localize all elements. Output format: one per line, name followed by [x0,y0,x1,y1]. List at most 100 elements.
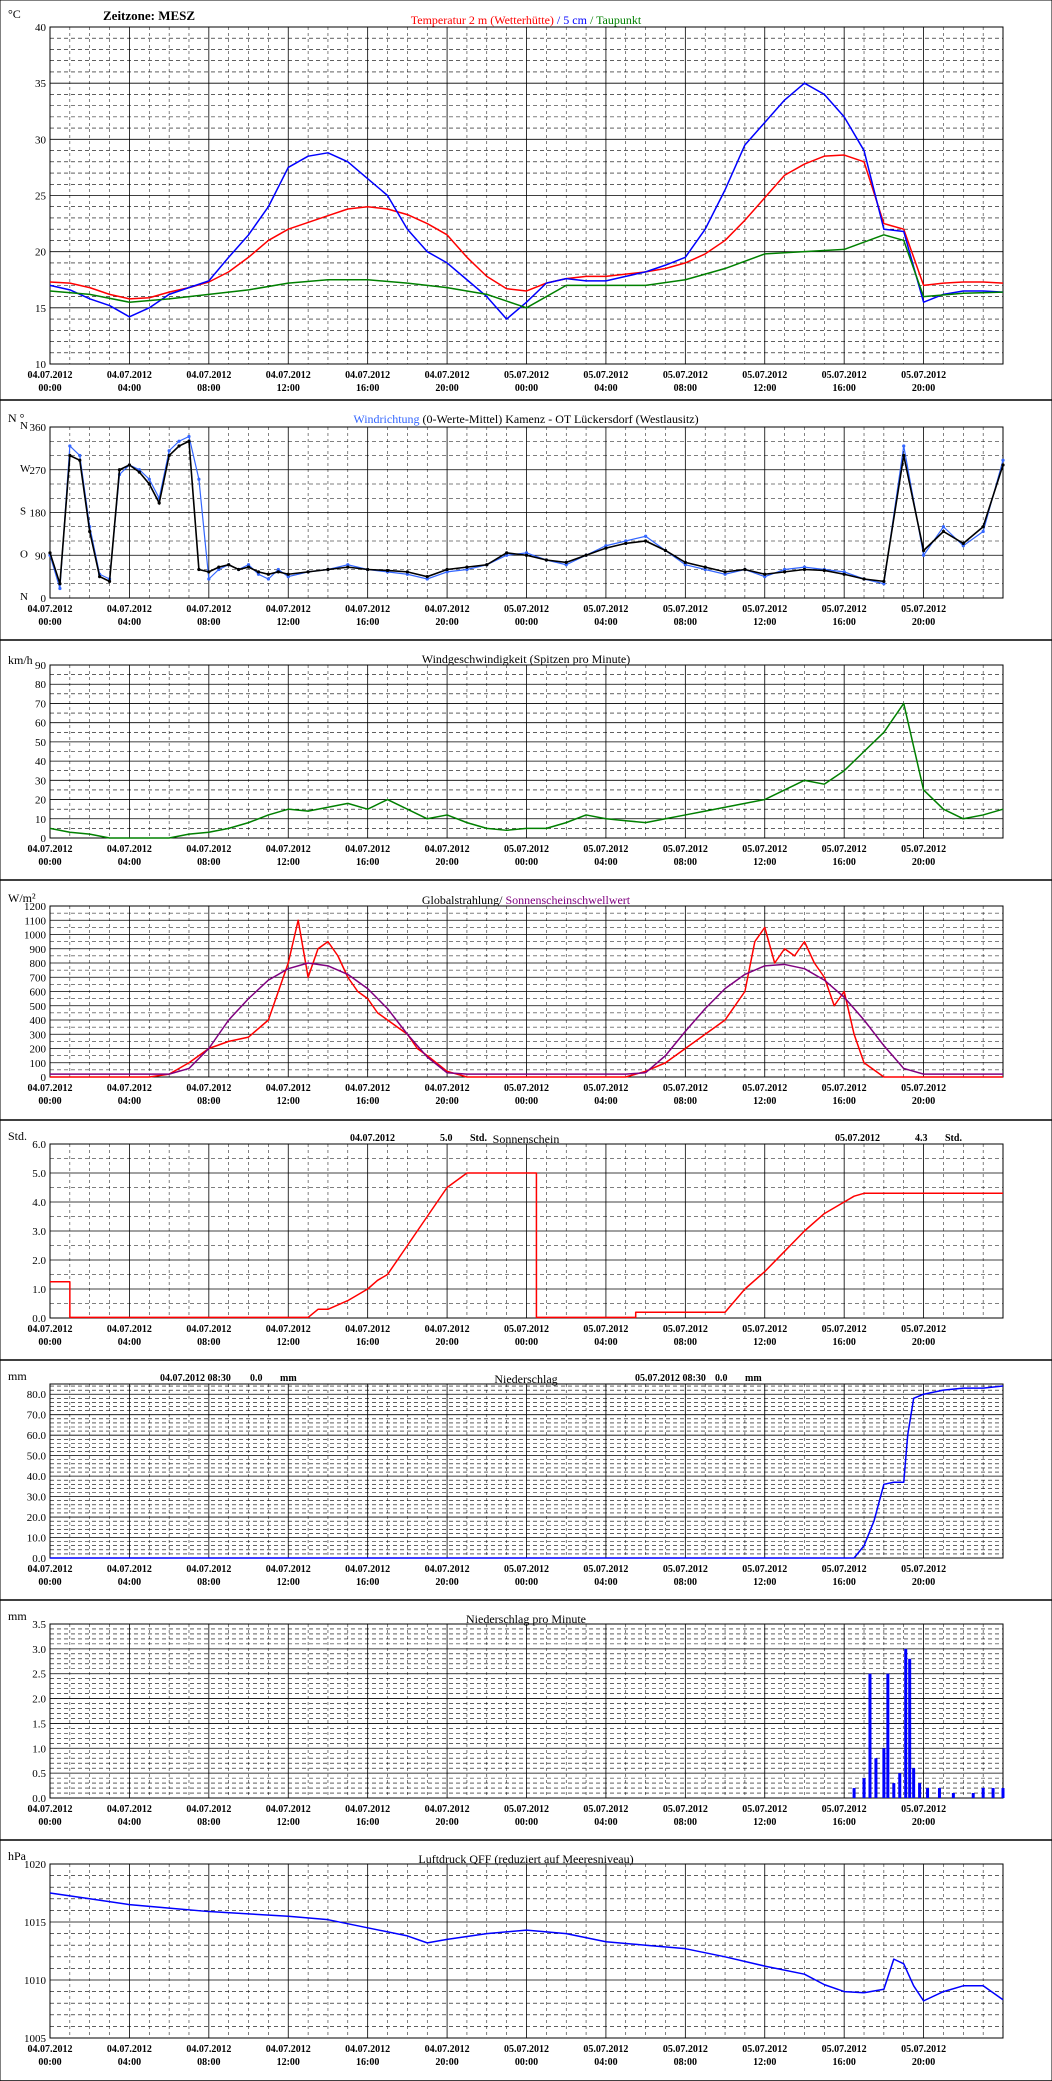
scatter-point [981,529,985,534]
x-tick-date: 04.07.2012 [425,2044,470,2055]
x-tick-time: 08:00 [674,383,697,394]
y-tick-label: 2.0 [32,1255,46,1267]
y-tick-label: 0.0 [32,1313,46,1325]
annotation-unit: Std. [470,1133,487,1144]
x-tick-time: 16:00 [356,2057,379,2068]
scatter-point [58,586,62,591]
scatter-point [167,449,171,453]
scatter-point [961,544,965,548]
x-tick-time: 16:00 [356,1337,379,1348]
plot-border [49,664,1004,839]
chart-title: Luftdruck QFF (reduziert auf Meeresnivea… [418,1852,633,1866]
y-tick-label: 1000 [24,930,47,942]
unit-label: W/m² [8,891,36,905]
chart-title: Globalstrahlung/ Sonnenscheinschwellwert [422,893,631,907]
y-tick-label: 2.0 [32,1694,46,1706]
scatter-point [237,567,241,572]
x-tick-date: 05.07.2012 [583,2044,628,2055]
y-tick-letter: N [20,420,28,432]
x-tick-date: 05.07.2012 [742,604,787,615]
scatter-point [276,570,280,574]
y-tick-label: 20 [35,795,47,807]
y-tick-label: 40 [35,756,47,768]
x-tick-date: 04.07.2012 [28,1564,73,1575]
y-tick-label: 25 [35,191,47,203]
x-tick-time: 16:00 [832,1577,855,1588]
scatter-point [902,444,906,448]
x-tick-date: 04.07.2012 [107,1324,152,1335]
panel-sunshine: 0.0 1.0 2.0 3.0 4.0 5.0 6.0 Std. Sonnenschein 04.… [0,1129,1052,1361]
x-tick-date: 05.07.2012 [822,604,867,615]
x-tick-time: 04:00 [594,857,617,868]
scatter-point [485,563,489,567]
plot-border [49,26,1004,365]
x-tick-date: 05.07.2012 [504,370,549,381]
x-tick-time: 20:00 [435,1817,458,1828]
scatter-point [68,453,72,458]
y-tick-label: 180 [30,508,47,520]
x-tick-date: 05.07.2012 [504,1564,549,1575]
x-tick-date: 05.07.2012 [663,1804,708,1815]
chart-title: Sonnenschein [493,1132,560,1146]
scatter-point [465,567,469,572]
scatter-point [544,558,548,562]
x-tick-date: 05.07.2012 [822,1324,867,1335]
scatter-point [902,453,906,458]
x-tick-time: 04:00 [594,1817,617,1828]
bar-mark [868,1673,872,1798]
annotation-date: 04.07.2012 [350,1133,395,1144]
scatter-point [405,570,409,574]
x-tick-date: 04.07.2012 [107,844,152,855]
scatter-point [763,572,767,576]
x-tick-time: 00:00 [515,1096,538,1107]
unit-label: mm [8,1369,27,1383]
y-tick-label: 6.0 [32,1139,46,1151]
x-tick-date: 05.07.2012 [504,1083,549,1094]
x-tick-date: 04.07.2012 [266,370,311,381]
scatter-point [227,563,231,567]
x-tick-time: 16:00 [832,383,855,394]
x-tick-date: 04.07.2012 [345,1564,390,1575]
y-tick-label: 600 [30,987,47,999]
x-tick-date: 04.07.2012 [186,604,231,615]
x-tick-time: 08:00 [674,857,697,868]
scatter-point [921,553,926,557]
x-tick-date: 05.07.2012 [663,370,708,381]
x-tick-date: 04.07.2012 [107,1804,152,1815]
y-tick-label: 40 [35,22,47,34]
y-tick-label: 1015 [24,1917,47,1929]
bar-mark [951,1793,955,1798]
x-tick-date: 04.07.2012 [266,1083,311,1094]
x-tick-date: 05.07.2012 [504,1324,549,1335]
x-tick-date: 05.07.2012 [742,370,787,381]
scatter-point [961,541,965,545]
x-tick-time: 16:00 [832,617,855,628]
x-tick-date: 05.07.2012 [663,1083,708,1094]
x-tick-date: 05.07.2012 [742,1564,787,1575]
x-tick-date: 04.07.2012 [107,604,152,615]
x-tick-time: 00:00 [38,1337,61,1348]
plot-border [49,1143,1004,1319]
scatter-point [246,563,251,567]
y-tick-label: 15 [35,303,47,315]
x-tick-time: 08:00 [197,617,220,628]
y-tick-letter: S [20,506,26,518]
scatter-point [683,560,687,564]
scatter-point [564,563,568,567]
x-tick-time: 04:00 [118,1096,141,1107]
scatter-point [147,477,151,481]
x-tick-date: 04.07.2012 [186,1324,231,1335]
x-tick-time: 00:00 [38,617,61,628]
chart-title-part: Niederschlag pro Minute [466,1612,586,1626]
annotation-unit: Std. [945,1133,962,1144]
scatter-point [117,468,122,472]
x-tick-time: 04:00 [594,2057,617,2068]
chart-title-part: Taupunkt [596,13,642,27]
scatter-point [217,567,221,572]
y-tick-label: 500 [30,1001,47,1013]
scatter-point [187,434,191,439]
plot-border [49,1863,1004,2039]
panel-radiation: 0 100 200 300 400 500 600 700 800 900 1000 1100 1200… [0,891,1052,1121]
x-tick-time: 16:00 [356,383,379,394]
y-tick-label: 0.0 [32,1793,46,1805]
